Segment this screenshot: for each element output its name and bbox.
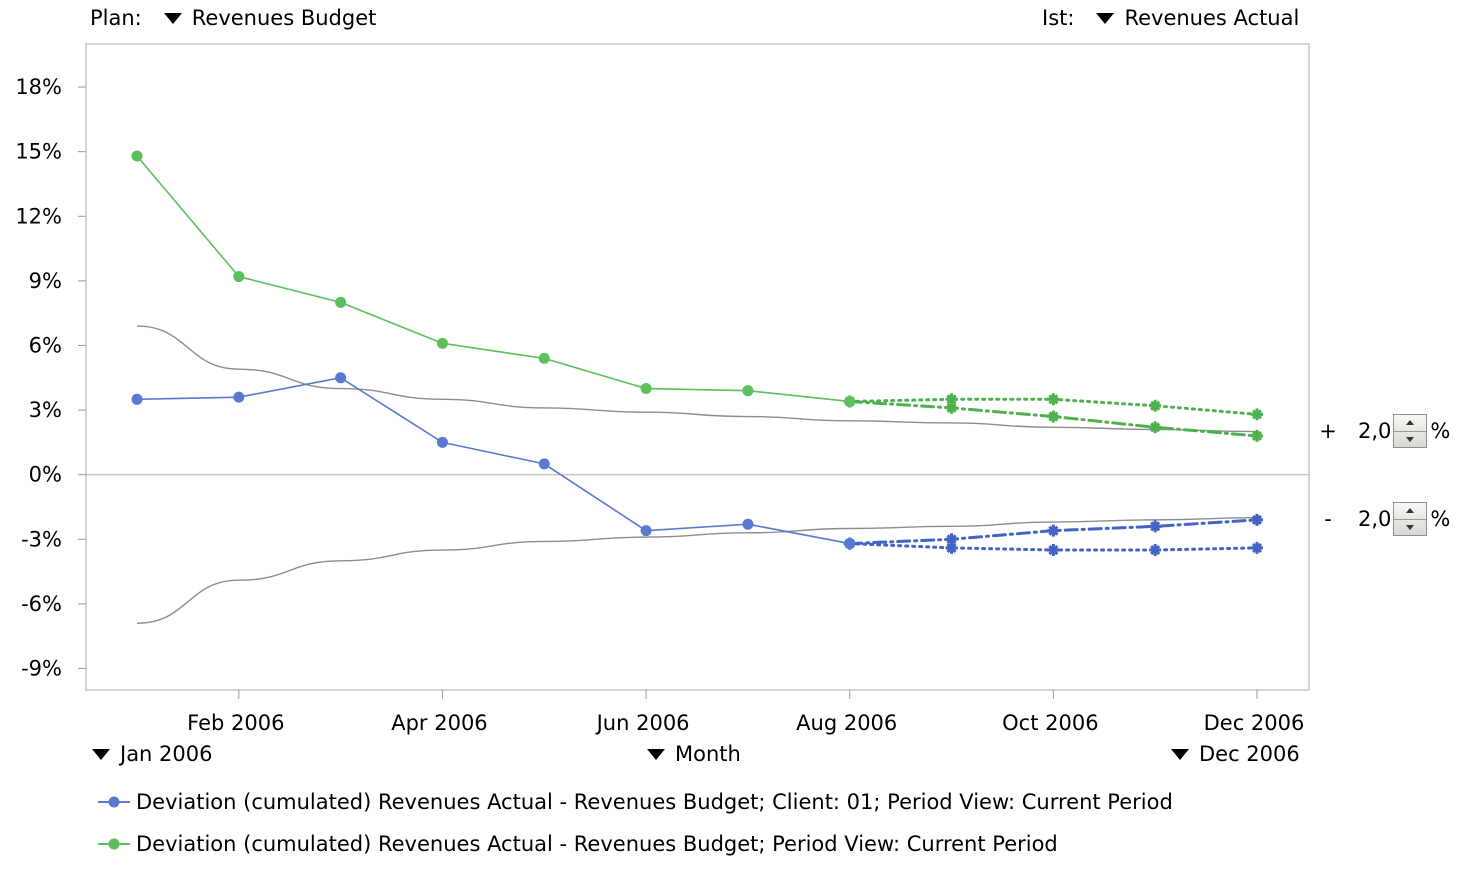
- forecast-point: [945, 541, 958, 554]
- legend-item-total: Deviation (cumulated) Revenues Actual - …: [96, 832, 1058, 856]
- y-tick-label: -9%: [21, 656, 62, 680]
- data-point-total: [335, 296, 347, 308]
- lower-tolerance-value[interactable]: 2,0: [1358, 507, 1392, 531]
- ist-selector: Ist: Revenues Actual: [1042, 6, 1299, 30]
- data-point-client: [538, 458, 550, 470]
- plot-area: [85, 43, 1310, 691]
- lower-tolerance-unit: %: [1430, 507, 1451, 531]
- end-period-dropdown-icon[interactable]: [1171, 748, 1189, 760]
- y-tick-label: 0%: [29, 463, 62, 487]
- start-period-value[interactable]: Jan 2006: [120, 742, 213, 766]
- data-point-total: [538, 352, 550, 364]
- data-point-total: [742, 385, 754, 397]
- data-point-client: [233, 391, 245, 403]
- legend-label-total: Deviation (cumulated) Revenues Actual - …: [136, 832, 1058, 856]
- lower-tolerance-spinner[interactable]: [1393, 502, 1428, 536]
- y-tick-label: 9%: [29, 269, 62, 293]
- data-point-client: [742, 518, 754, 530]
- y-tick-label: 3%: [29, 398, 62, 422]
- plan-selector: Plan: Revenues Budget: [90, 6, 376, 30]
- data-point-client: [436, 436, 448, 448]
- x-tick-label: Dec 2006: [1204, 711, 1305, 735]
- data-point-total: [844, 395, 856, 407]
- forecast-point: [1047, 524, 1060, 537]
- end-period-value[interactable]: Dec 2006: [1199, 742, 1300, 766]
- forecast-point: [945, 393, 958, 406]
- data-point-client: [640, 525, 652, 537]
- forecast-point: [1251, 541, 1263, 554]
- y-tick-label: 6%: [29, 333, 62, 357]
- x-tick-label: Aug 2006: [796, 711, 897, 735]
- forecast-point: [1149, 399, 1162, 412]
- data-point-client: [844, 538, 856, 550]
- forecast-point: [1047, 410, 1060, 423]
- x-tick-label: Feb 2006: [187, 711, 284, 735]
- legend-item-client: Deviation (cumulated) Revenues Actual - …: [96, 790, 1173, 814]
- y-tick-label: 12%: [15, 204, 62, 228]
- forecast-point: [1047, 544, 1060, 557]
- plan-dropdown-icon[interactable]: [163, 12, 182, 24]
- lower-spin-up-icon[interactable]: [1394, 503, 1426, 519]
- end-period-selector: Dec 2006: [1171, 742, 1300, 766]
- ist-dropdown-icon[interactable]: [1096, 12, 1115, 24]
- data-point-total: [131, 150, 143, 162]
- forecast-point: [1251, 408, 1263, 421]
- deviation-chart: 18% 15% 12% 9% 6% 3% 0% -3% -6% -9% Feb 2006 Apr 2…: [15, 43, 1310, 735]
- upper-tolerance-spinner[interactable]: [1393, 414, 1428, 448]
- series-line-client: [136, 376, 850, 545]
- data-point-client: [335, 372, 347, 384]
- x-tick-label: Oct 2006: [1002, 711, 1098, 735]
- tolerance-band-lower: [136, 517, 1258, 624]
- y-tick-label: -3%: [21, 527, 62, 551]
- start-period-dropdown-icon[interactable]: [92, 748, 110, 760]
- start-period-selector: Jan 2006: [92, 742, 213, 766]
- minus-sign: -: [1324, 507, 1332, 531]
- upper-spin-up-icon[interactable]: [1394, 415, 1426, 431]
- data-point-total: [436, 337, 448, 349]
- data-point-total: [640, 383, 652, 395]
- x-tick-label: Apr 2006: [391, 711, 487, 735]
- upper-spin-down-icon[interactable]: [1394, 430, 1427, 448]
- forecast-point: [1251, 429, 1263, 442]
- upper-tolerance-unit: %: [1430, 419, 1451, 443]
- lower-spin-down-icon[interactable]: [1394, 518, 1427, 536]
- lower-tolerance: - 2,0 %: [1308, 502, 1450, 536]
- y-tick-label: 15%: [15, 140, 62, 164]
- x-tick-label: Jun 2006: [595, 711, 690, 735]
- legend-label-client: Deviation (cumulated) Revenues Actual - …: [136, 790, 1173, 814]
- ist-label: Ist:: [1042, 6, 1075, 30]
- forecast-point: [1149, 520, 1162, 533]
- y-tick-label: 18%: [15, 75, 62, 99]
- forecast-point: [945, 533, 958, 546]
- data-point-client: [131, 393, 143, 405]
- legend-marker-client: [98, 796, 130, 808]
- plan-value[interactable]: Revenues Budget: [191, 6, 377, 30]
- forecast-point: [1251, 513, 1263, 526]
- granularity-selector: Month: [647, 742, 741, 766]
- forecast-point: [1047, 393, 1060, 406]
- granularity-dropdown-icon[interactable]: [647, 748, 665, 760]
- plus-sign: +: [1319, 419, 1337, 443]
- upper-tolerance: + 2,0 %: [1308, 414, 1450, 448]
- legend-marker-total: [98, 838, 130, 850]
- data-point-total: [233, 271, 245, 283]
- granularity-value[interactable]: Month: [675, 742, 741, 766]
- series-line-total: [136, 155, 850, 403]
- forecast-point: [1149, 421, 1162, 434]
- plan-label: Plan:: [90, 6, 142, 30]
- y-tick-label: -6%: [21, 592, 62, 616]
- forecast-point: [1149, 544, 1162, 557]
- upper-tolerance-value[interactable]: 2,0: [1358, 419, 1392, 443]
- ist-value[interactable]: Revenues Actual: [1124, 6, 1300, 30]
- forecast-point: [945, 401, 958, 414]
